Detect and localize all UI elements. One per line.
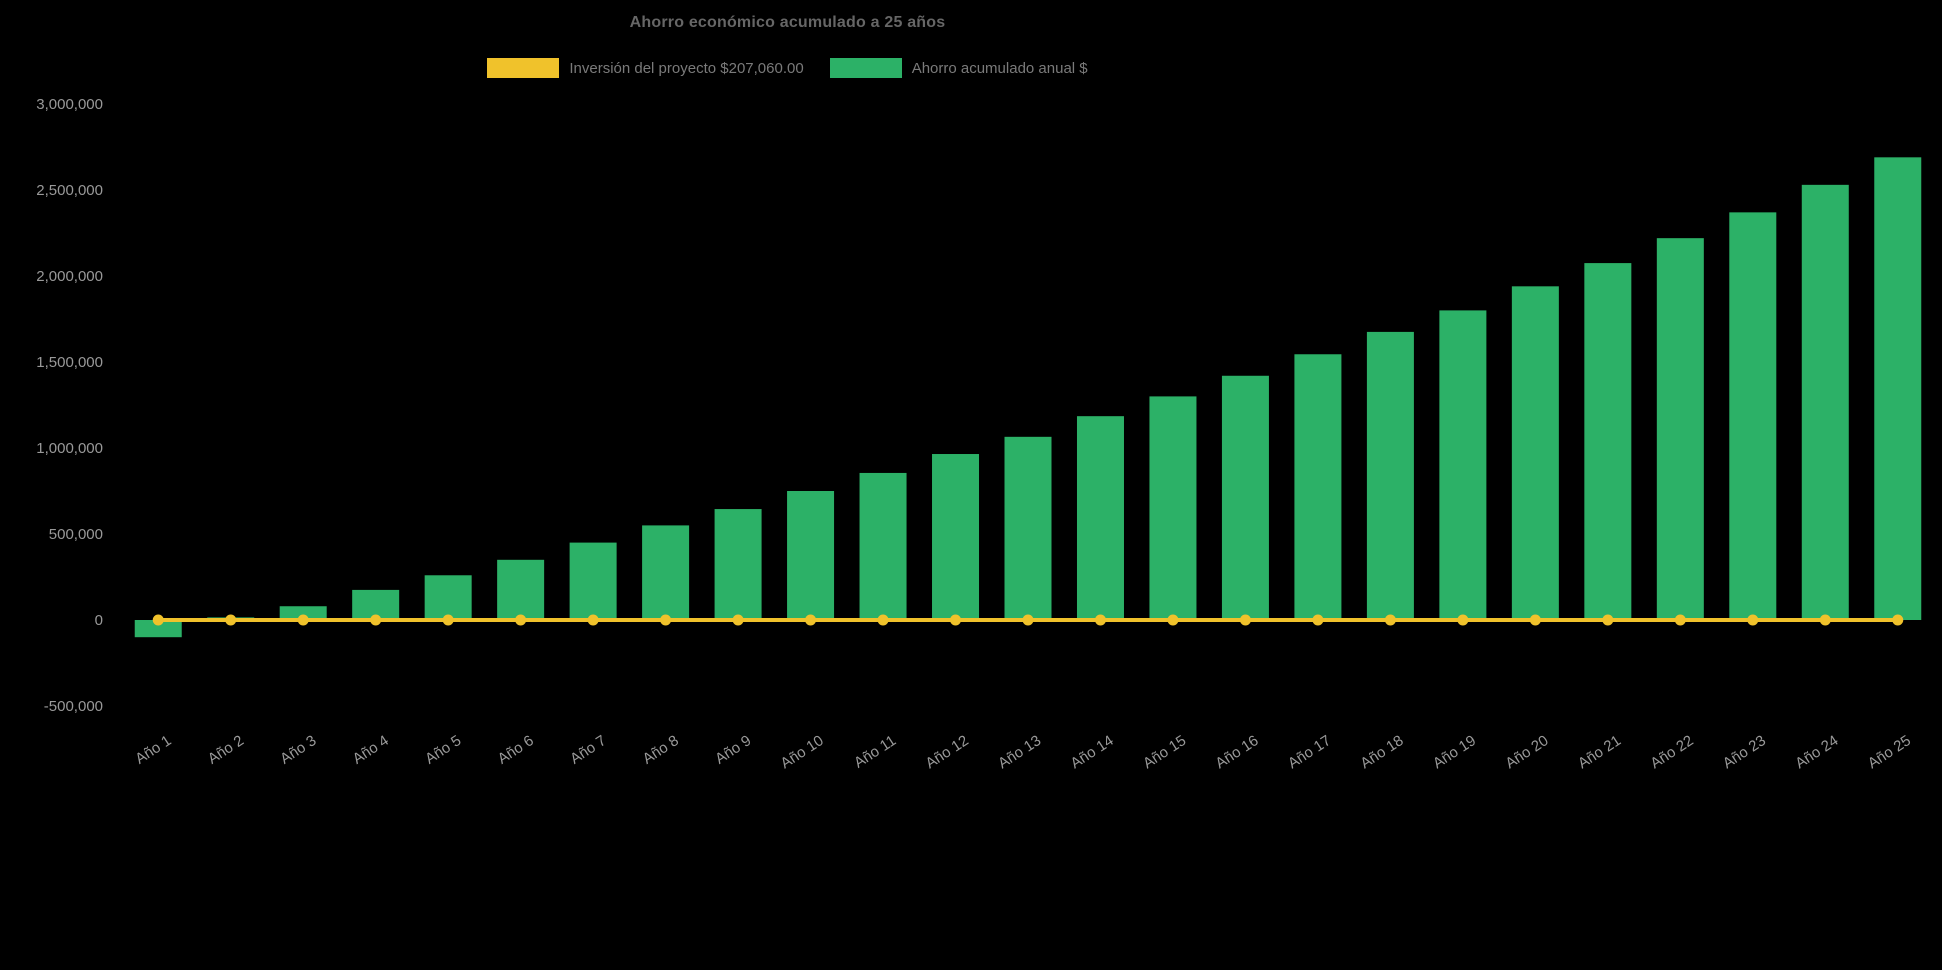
x-axis-tick-label: Año 6: [495, 732, 537, 768]
y-axis-tick-label: 0: [95, 612, 103, 629]
x-axis-tick-label: Año 15: [1140, 732, 1189, 772]
savings-bar[interactable]: [1439, 310, 1487, 620]
y-axis-tick-label: 1,000,000: [36, 440, 103, 457]
investment-point[interactable]: [1167, 614, 1179, 626]
savings-bar[interactable]: [1221, 375, 1269, 620]
x-axis-tick-label: Año 14: [1068, 732, 1117, 772]
savings-bar[interactable]: [1801, 184, 1849, 620]
investment-point[interactable]: [1022, 614, 1034, 626]
y-axis-tick-label: 3,000,000: [36, 96, 103, 113]
investment-legend-label: Inversión del proyecto $207,060.00: [569, 59, 804, 77]
x-axis-tick-label: Año 18: [1357, 732, 1406, 772]
investment-point[interactable]: [1819, 614, 1831, 626]
savings-bar[interactable]: [1656, 238, 1704, 620]
x-axis-tick-label: Año 2: [205, 732, 247, 768]
investment-legend-swatch: [487, 58, 560, 78]
investment-point[interactable]: [1457, 614, 1469, 626]
x-axis-tick-label: Año 10: [778, 732, 827, 772]
y-axis-tick-label: 2,500,000: [36, 182, 103, 199]
savings-bar[interactable]: [1511, 286, 1559, 620]
chart-title: Ahorro económico acumulado a 25 años: [629, 14, 946, 31]
savings-bar[interactable]: [497, 559, 545, 620]
investment-point[interactable]: [152, 614, 164, 626]
savings-bar[interactable]: [424, 575, 472, 620]
investment-point[interactable]: [950, 614, 962, 626]
x-axis-tick-label: Año 12: [923, 732, 972, 772]
investment-point[interactable]: [1094, 614, 1106, 626]
investment-point[interactable]: [1674, 614, 1686, 626]
savings-bar[interactable]: [714, 509, 762, 620]
investment-point[interactable]: [877, 614, 889, 626]
x-axis-tick-label: Año 20: [1502, 732, 1551, 772]
investment-point[interactable]: [225, 614, 237, 626]
savings-bar[interactable]: [932, 454, 980, 620]
investment-point[interactable]: [1602, 614, 1614, 626]
x-axis-tick-label: Año 11: [851, 732, 899, 772]
x-axis-tick-label: Año 16: [1212, 732, 1261, 772]
savings-bar[interactable]: [1729, 212, 1777, 621]
investment-point[interactable]: [805, 614, 817, 626]
savings-bar[interactable]: [134, 620, 182, 638]
savings-bar[interactable]: [279, 606, 327, 620]
x-axis-tick-label: Año 23: [1720, 732, 1769, 772]
investment-point[interactable]: [370, 614, 382, 626]
investment-point[interactable]: [1239, 614, 1251, 626]
investment-point[interactable]: [1892, 614, 1904, 626]
investment-point[interactable]: [1529, 614, 1541, 626]
y-axis-tick-label: 2,000,000: [36, 268, 103, 285]
x-axis-tick-label: Año 22: [1647, 732, 1696, 772]
x-axis-tick-label: Año 1: [132, 732, 174, 768]
x-axis-tick-label: Año 19: [1430, 732, 1479, 772]
x-axis-tick-label: Año 24: [1792, 732, 1841, 772]
savings-legend-label: Ahorro acumulado anual $: [911, 59, 1088, 77]
investment-point[interactable]: [297, 614, 309, 626]
investment-point[interactable]: [442, 614, 454, 626]
savings-bar[interactable]: [859, 472, 907, 620]
legend-item-investment[interactable]: Inversión del proyecto $207,060.00: [487, 58, 804, 78]
savings-bar[interactable]: [787, 491, 835, 620]
x-axis-tick-label: Año 17: [1285, 732, 1334, 772]
savings-bar[interactable]: [1874, 157, 1922, 620]
investment-point[interactable]: [1312, 614, 1324, 626]
savings-bar[interactable]: [1004, 436, 1052, 620]
x-axis-tick-label: Año 3: [277, 732, 319, 768]
x-axis-tick-label: Año 9: [712, 732, 754, 768]
investment-point[interactable]: [587, 614, 599, 626]
y-axis-tick-label: 500,000: [49, 526, 103, 543]
x-axis-tick-label: Año 21: [1575, 732, 1624, 772]
savings-bar[interactable]: [1149, 396, 1197, 620]
chart-header: Ahorro económico acumulado a 25 años Inv…: [0, 14, 1575, 78]
investment-point[interactable]: [1384, 614, 1396, 626]
investment-point[interactable]: [732, 614, 744, 626]
savings-bar[interactable]: [1294, 354, 1342, 620]
x-axis-tick-label: Año 13: [995, 732, 1044, 772]
y-axis-tick-label: 1,500,000: [36, 354, 103, 371]
investment-point[interactable]: [515, 614, 527, 626]
savings-bar[interactable]: [1366, 331, 1414, 620]
y-axis-tick-label: -500,000: [44, 698, 103, 715]
x-axis-tick-label: Año 4: [350, 732, 392, 768]
savings-bar[interactable]: [569, 542, 617, 620]
x-axis-tick-label: Año 25: [1865, 732, 1914, 772]
chart-legend: Inversión del proyecto $207,060.00 Ahorr…: [487, 58, 1088, 78]
savings-bar[interactable]: [1076, 416, 1124, 620]
savings-bar[interactable]: [1584, 263, 1632, 620]
legend-item-savings[interactable]: Ahorro acumulado anual $: [829, 58, 1088, 78]
investment-point[interactable]: [1747, 614, 1759, 626]
savings-bar[interactable]: [642, 525, 690, 620]
savings-legend-swatch: [829, 58, 902, 78]
investment-point[interactable]: [660, 614, 672, 626]
x-axis-tick-label: Año 8: [640, 732, 682, 768]
x-axis-tick-label: Año 5: [422, 732, 464, 768]
x-axis-tick-label: Año 7: [567, 732, 609, 768]
